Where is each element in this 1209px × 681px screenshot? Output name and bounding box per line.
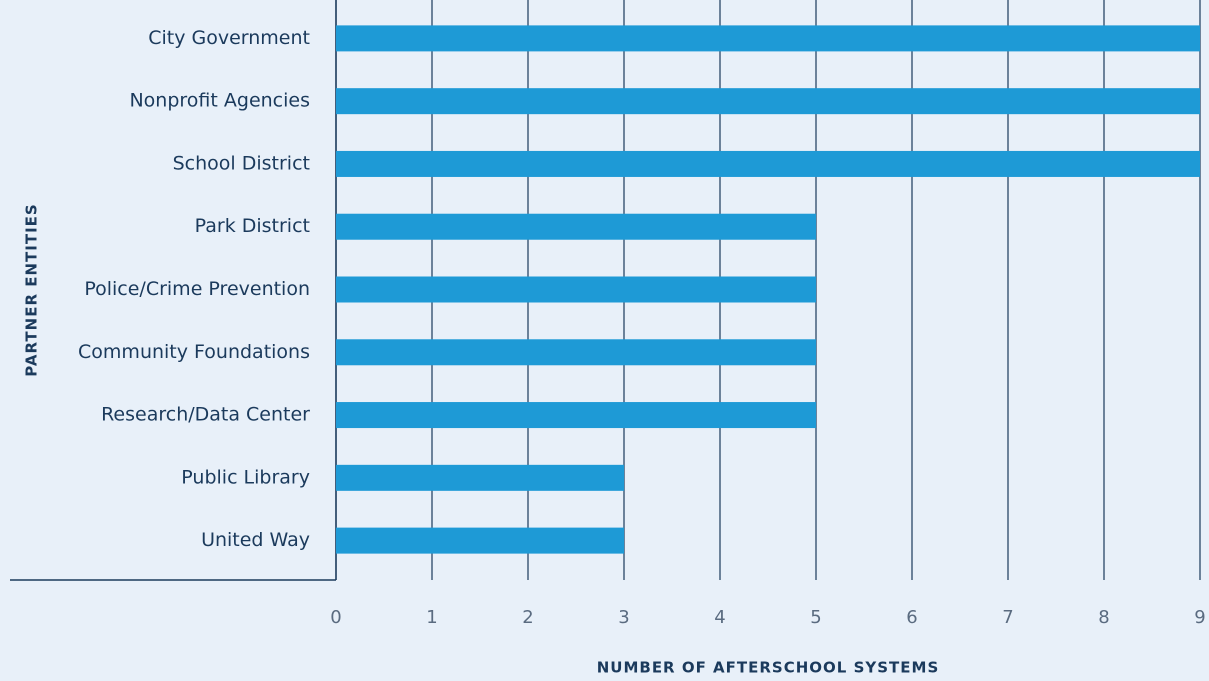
y-tick-label: Research/Data Center [101, 404, 310, 426]
y-tick-label: School District [173, 152, 310, 174]
x-axis-label: NUMBER OF AFTERSCHOOL SYSTEMS [597, 659, 940, 677]
bar [336, 25, 1200, 52]
x-tick-label: 5 [810, 607, 821, 628]
x-tick-label: 6 [906, 607, 917, 628]
x-tick-label: 9 [1194, 607, 1205, 628]
y-tick-label: Nonprofit Agencies [129, 90, 310, 112]
bar [336, 402, 816, 429]
bar [336, 464, 624, 491]
x-tick-label: 1 [426, 607, 437, 628]
bar [336, 527, 624, 554]
bar [336, 88, 1200, 115]
y-axis-label: PARTNER ENTITIES [23, 203, 41, 376]
y-tick-label: Park District [195, 215, 310, 237]
y-tick-label: Community Foundations [78, 341, 310, 363]
y-tick-label: Police/Crime Prevention [84, 278, 310, 300]
x-tick-label: 8 [1098, 607, 1109, 628]
bar [336, 276, 816, 303]
bar [336, 339, 816, 366]
y-tick-label: Public Library [181, 466, 310, 488]
x-tick-label: 3 [618, 607, 629, 628]
x-tick-label: 0 [330, 607, 341, 628]
x-tick-label: 7 [1002, 607, 1013, 628]
y-tick-label: United Way [201, 529, 310, 551]
bar [336, 213, 816, 240]
x-tick-label: 4 [714, 607, 725, 628]
bar [336, 150, 1200, 177]
y-tick-label: City Government [148, 27, 310, 49]
x-tick-label: 2 [522, 607, 533, 628]
